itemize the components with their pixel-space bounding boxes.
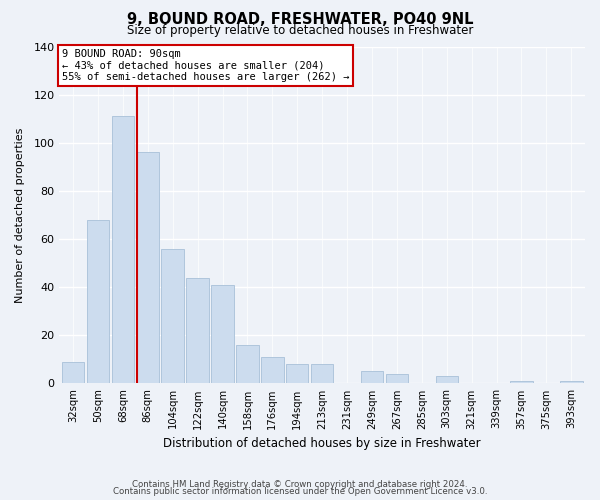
Bar [261,357,284,384]
Y-axis label: Number of detached properties: Number of detached properties [15,128,25,302]
Text: Contains HM Land Registry data © Crown copyright and database right 2024.: Contains HM Land Registry data © Crown c… [132,480,468,489]
Bar [386,374,408,384]
Bar [112,116,134,384]
Bar [87,220,109,384]
Bar [510,381,533,384]
Text: Size of property relative to detached houses in Freshwater: Size of property relative to detached ho… [127,24,473,37]
Bar [560,381,583,384]
Text: 9 BOUND ROAD: 90sqm
← 43% of detached houses are smaller (204)
55% of semi-detac: 9 BOUND ROAD: 90sqm ← 43% of detached ho… [62,49,349,82]
Bar [161,248,184,384]
Bar [137,152,159,384]
Bar [211,285,234,384]
Bar [436,376,458,384]
Bar [286,364,308,384]
Bar [62,362,84,384]
X-axis label: Distribution of detached houses by size in Freshwater: Distribution of detached houses by size … [163,437,481,450]
Bar [311,364,334,384]
Bar [236,345,259,384]
Text: Contains public sector information licensed under the Open Government Licence v3: Contains public sector information licen… [113,488,487,496]
Bar [187,278,209,384]
Bar [361,372,383,384]
Text: 9, BOUND ROAD, FRESHWATER, PO40 9NL: 9, BOUND ROAD, FRESHWATER, PO40 9NL [127,12,473,28]
